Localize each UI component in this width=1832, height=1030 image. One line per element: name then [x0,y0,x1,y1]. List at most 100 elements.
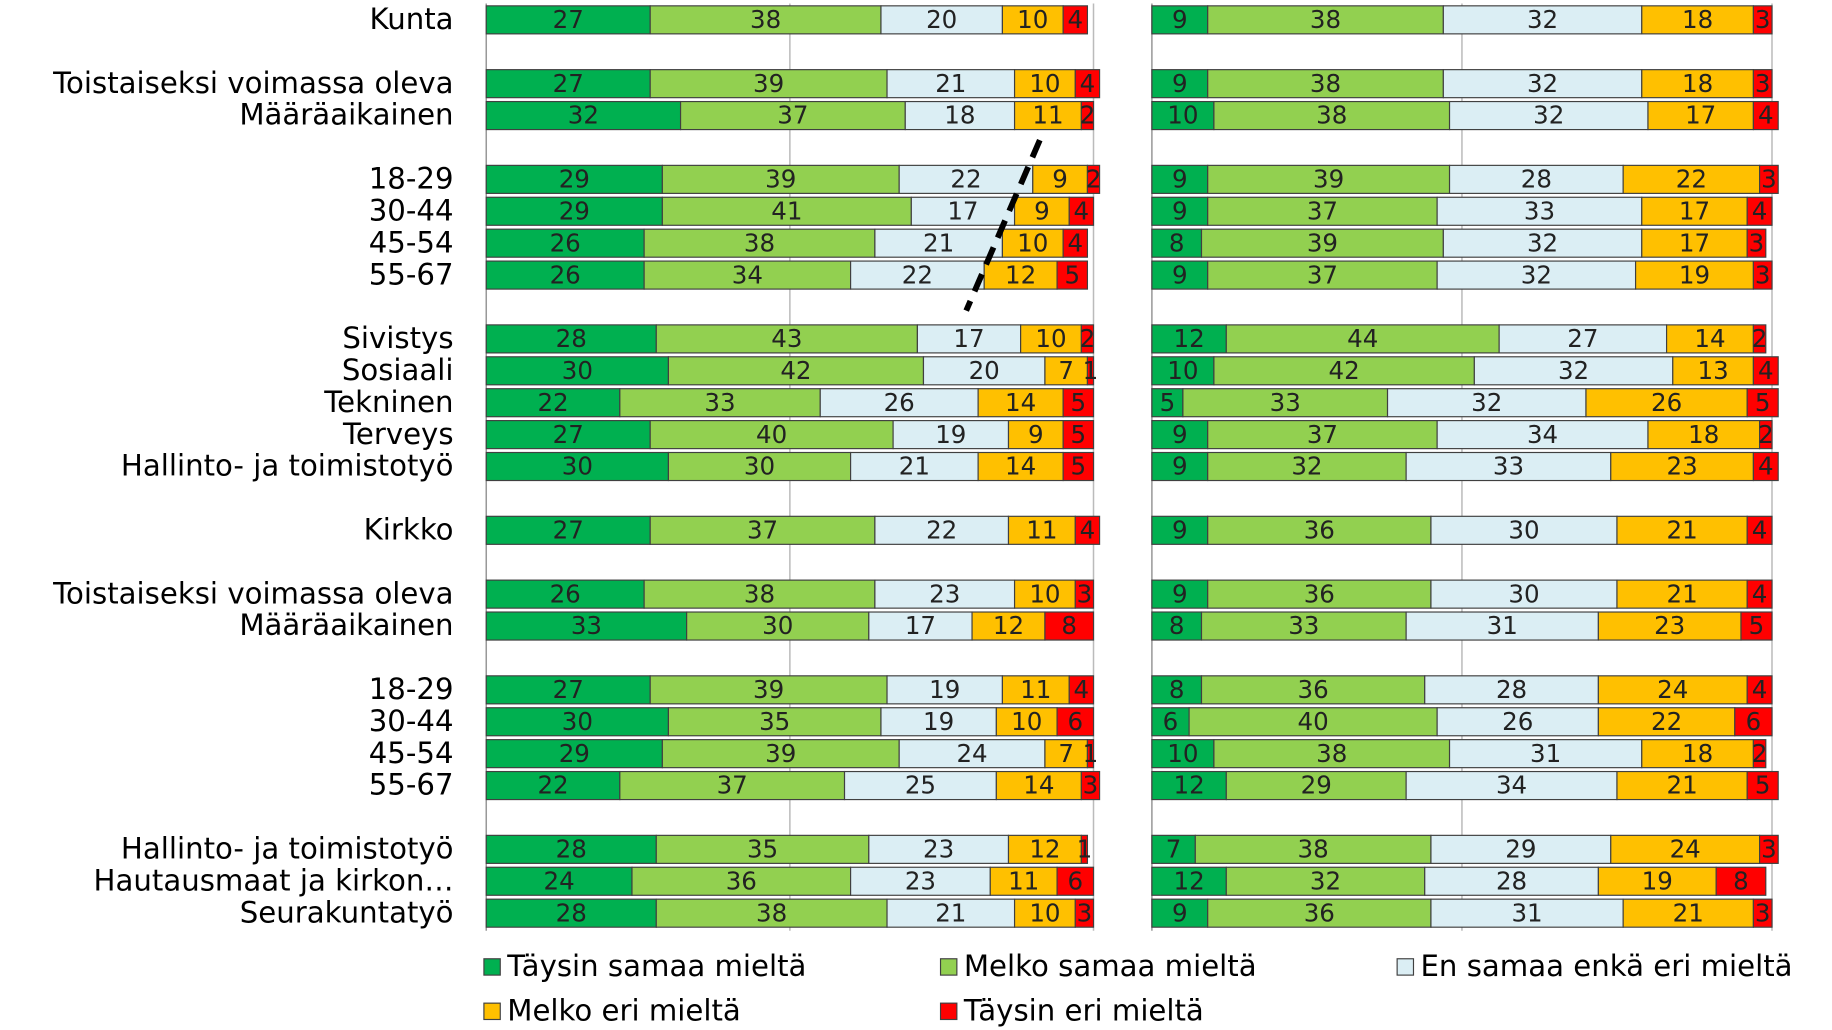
value-label: 30 [744,452,775,481]
value-label: 17 [1679,228,1710,257]
bar-segment [977,388,1064,418]
bar-segment [1151,451,1209,482]
value-label: 19 [935,420,966,449]
value-label: 14 [1005,452,1036,481]
bar-segment [1715,866,1767,896]
value-label: 38 [1316,739,1347,768]
bar-segment [1044,356,1089,386]
category-label: Tekninen [323,385,453,419]
bar-segment [1056,260,1089,290]
value-label: 6 [1067,707,1083,736]
value-label: 1 [1083,356,1099,385]
bar-segment [1151,770,1227,801]
annotation-line [963,138,1043,312]
value-label: 10 [1029,579,1060,608]
value-label: 39 [765,739,796,768]
bar-segment [1430,515,1618,545]
value-label: 36 [1298,675,1329,704]
bar-segment [661,739,900,769]
value-label: 4 [1752,675,1768,704]
bar-segment [1746,196,1773,226]
value-label: 22 [902,260,933,289]
value-label: 22 [537,771,568,800]
bar-segment [880,707,997,737]
value-label: 3 [1755,5,1771,34]
bar-segment [631,866,852,896]
value-label: 24 [1670,835,1701,864]
value-label: 29 [1301,771,1332,800]
value-label: 28 [556,898,587,927]
value-label: 30 [562,707,593,736]
category-label: Hautausmaat ja kirkon… [94,863,454,897]
bar-segment [1424,675,1599,705]
bar-segment [1641,196,1748,226]
value-label: 2 [1752,324,1768,353]
value-label: 5 [1755,771,1771,800]
bar-segment [1641,5,1754,35]
value-label: 36 [1304,515,1335,544]
bar-segment [1151,196,1209,226]
value-label: 26 [550,579,581,608]
value-label: 25 [905,771,936,800]
value-label: 18 [1682,69,1713,98]
value-label: 3 [1077,898,1093,927]
bar-segment [485,451,670,482]
legend-label: Melko samaa mieltä [964,949,1257,983]
bar-segment [1213,356,1475,386]
value-label: 38 [756,898,787,927]
value-label: 9 [1028,420,1044,449]
category-label: Toistaiseksi voimassa oleva [52,576,453,610]
bar-segment [1151,388,1184,418]
value-label: 37 [717,771,748,800]
value-label: 28 [556,835,587,864]
value-label: 32 [1527,228,1558,257]
bar-segment [1207,260,1438,290]
bar-segment [1740,611,1773,641]
bar-segment [995,707,1058,737]
value-label: 26 [550,228,581,257]
value-label: 31 [1530,739,1561,768]
value-label: 27 [1567,324,1598,353]
bar-segment [643,579,876,609]
value-label: 22 [950,165,981,194]
value-label: 38 [1310,69,1341,98]
bar-segment [1759,164,1779,194]
value-label: 36 [1304,898,1335,927]
value-label: 17 [947,196,978,225]
value-label: 11 [1026,515,1057,544]
value-label: 33 [1524,196,1555,225]
value-label: 2 [1752,739,1768,768]
value-label: 38 [1310,5,1341,34]
category-label: Hallinto- ja toimistotyö [121,449,454,483]
bar-segment [1442,228,1643,258]
bar-segment [485,356,670,386]
bar-segment [1759,834,1779,864]
value-label: 41 [771,196,802,225]
bar-segment [485,388,621,418]
category-label: Sivistys [342,321,453,355]
bar-segment [1641,69,1754,99]
value-label: 4 [1067,5,1083,34]
value-label: 5 [1071,388,1087,417]
bar-segment [1207,69,1444,99]
value-label: 10 [1029,898,1060,927]
bar-segment [1080,770,1101,801]
legend-swatch [939,1002,958,1021]
bar-segment [1436,420,1649,450]
bar-segment [1151,228,1203,258]
bar-segment [1151,356,1215,386]
value-label: 2 [1758,420,1774,449]
value-label: 8 [1061,611,1077,640]
category-label: Terveys [342,417,454,451]
bar-segment [1405,611,1599,641]
bar-segment [485,834,657,864]
bar-segment [910,196,1016,226]
value-label: 4 [1752,196,1768,225]
bar-segment [1665,324,1754,354]
bar-segment [1013,196,1070,226]
bar-segment [1442,5,1643,35]
legend-swatch [483,958,501,976]
value-label: 12 [1174,866,1205,895]
bar-segment [1044,739,1089,769]
bar-segment [485,228,645,258]
